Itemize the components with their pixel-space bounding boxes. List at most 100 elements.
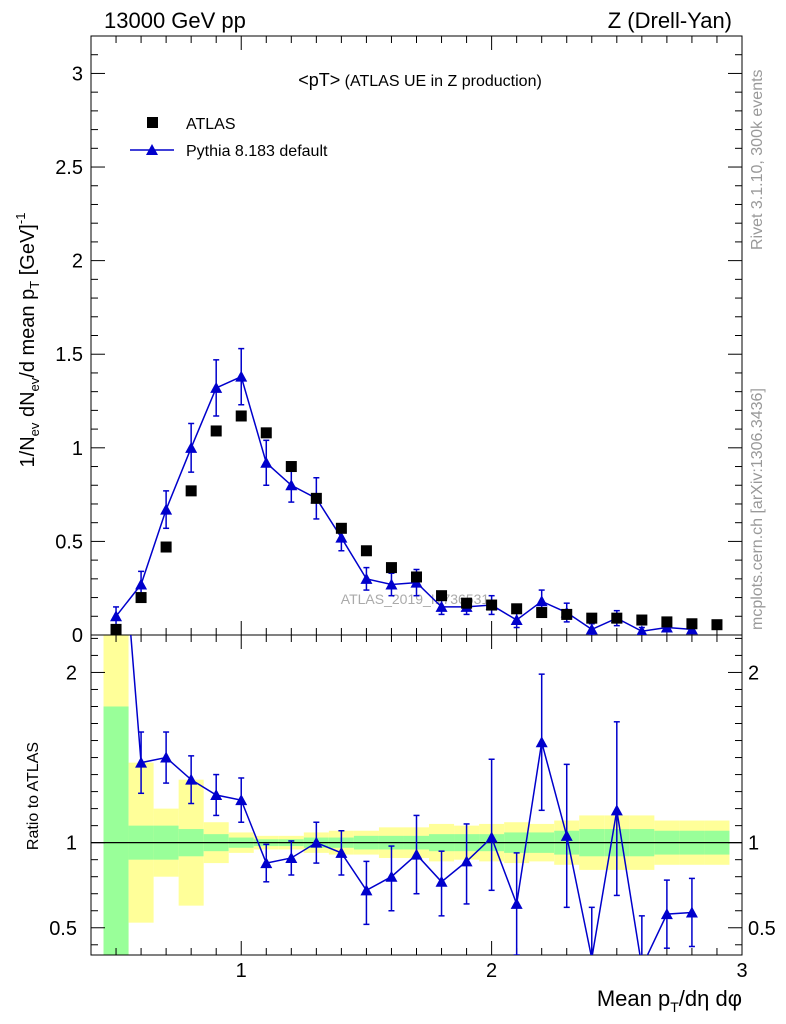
pythia-point [210, 381, 223, 393]
ratio-point [360, 884, 373, 896]
ratio-point [160, 751, 173, 763]
atlas-point [486, 599, 498, 611]
atlas-point [561, 608, 573, 620]
atlas-point [461, 597, 473, 609]
ratio-point [110, 445, 122, 456]
analysis-watermark: ATLAS_2019_I1736531 [341, 591, 490, 607]
main-axes: 1 2 300.511.522.530.5 0.51 12 2 [49, 35, 776, 982]
atlas-point [235, 410, 247, 422]
ratio-point [460, 855, 473, 867]
ratio-point [590, 952, 594, 955]
atlas-point [360, 545, 372, 557]
pythia-point [135, 578, 148, 590]
pythia-point [185, 441, 198, 453]
ratio-tick-label: 2 [66, 662, 77, 684]
y-tick-label: 2.5 [55, 157, 83, 179]
atlas-point [310, 492, 322, 504]
y-tick-label: 2 [72, 251, 83, 273]
ratio-point [210, 789, 223, 800]
pythia-point [110, 610, 123, 622]
ratio-point [485, 831, 498, 843]
atlas-point [135, 592, 147, 604]
ratio-point [660, 908, 673, 920]
pythia-point [535, 595, 548, 607]
y-axis-label: 1/Nev dNev/d mean pT [GeV]-1 [13, 213, 42, 468]
ratio-line [130, 635, 692, 955]
band-green [103, 706, 129, 955]
pythia-point [260, 456, 273, 468]
pythia-point [636, 625, 648, 635]
ratio-point [560, 829, 573, 841]
ratio-point [335, 846, 348, 858]
x-axis-label: Mean pT/dη dφ [597, 986, 742, 1015]
atlas-point [260, 427, 272, 439]
ratio-tick-label-right: 2 [748, 662, 759, 684]
rivet-label: Rivet 3.1.10, 300k events [749, 69, 766, 250]
atlas-point [160, 541, 172, 553]
y-tick-label: 0.5 [55, 531, 83, 553]
title-sub: (ATLAS UE in Z production) [340, 73, 542, 90]
atlas-point [661, 616, 673, 628]
main-plot-area [110, 347, 723, 635]
ratio-point [135, 756, 148, 768]
legend: ATLAS Pythia 8.183 default [130, 116, 328, 160]
legend-pythia-marker [146, 144, 158, 155]
legend-pythia-label: Pythia 8.183 default [186, 143, 328, 160]
x-tick-label: 2 [486, 960, 497, 982]
pythia-point [435, 600, 448, 612]
pythia-point [510, 614, 523, 626]
ratio-tick-label-right: 0.5 [748, 918, 776, 940]
ratio-point [685, 906, 698, 918]
atlas-point [686, 618, 698, 630]
title-main: <pT> [298, 70, 340, 90]
ratio-point [285, 851, 298, 863]
ratio-point [235, 794, 248, 806]
ratio-point [260, 857, 273, 869]
ratio-point [610, 804, 623, 816]
header-right: Z (Drell-Yan) [608, 8, 732, 33]
pythia-point [285, 479, 298, 491]
pythia-point [335, 531, 348, 543]
atlas-point [385, 562, 397, 574]
atlas-point [110, 623, 122, 635]
atlas-point [711, 619, 723, 631]
ratio-point [185, 773, 198, 785]
chart-title: <pT> (ATLAS UE in Z production) [298, 70, 542, 90]
ratio-point [510, 897, 523, 909]
atlas-point [511, 603, 523, 615]
ratio-point [385, 870, 398, 882]
ratio-tick-label: 1 [66, 833, 77, 855]
ratio-plot-area [110, 445, 698, 972]
ratio-point [636, 961, 648, 972]
atlas-point [436, 590, 448, 602]
ratio-tick-label: 0.5 [49, 918, 77, 940]
pythia-point [160, 503, 173, 515]
pythia-point [235, 370, 248, 382]
atlas-point [335, 522, 347, 534]
ratio-point [410, 848, 423, 860]
atlas-point [285, 461, 297, 473]
ratio-y-axis-label: Ratio to ATLAS [25, 742, 42, 850]
pythia-line [115, 375, 692, 633]
legend-atlas-marker [147, 117, 158, 128]
y-tick-label: 0 [72, 625, 83, 647]
header-left: 13000 GeV pp [104, 8, 246, 33]
atlas-point [586, 612, 598, 624]
y-tick-label: 1 [72, 438, 83, 460]
atlas-point [536, 607, 548, 619]
ratio-point [535, 736, 548, 748]
atlas-point [210, 425, 222, 437]
x-tick-label: 3 [736, 960, 747, 982]
pythia-point [360, 572, 373, 584]
pythia-point [585, 623, 598, 635]
atlas-point [185, 485, 197, 497]
y-tick-label: 1.5 [55, 344, 83, 366]
mcplots-label: mcplots.cern.ch [arXiv:1306.3436] [749, 388, 766, 630]
atlas-point [611, 612, 623, 624]
atlas-point [636, 614, 648, 626]
pythia-point [385, 578, 398, 590]
x-tick-label: 1 [236, 960, 247, 982]
ratio-point [435, 875, 448, 887]
atlas-point [411, 571, 422, 583]
